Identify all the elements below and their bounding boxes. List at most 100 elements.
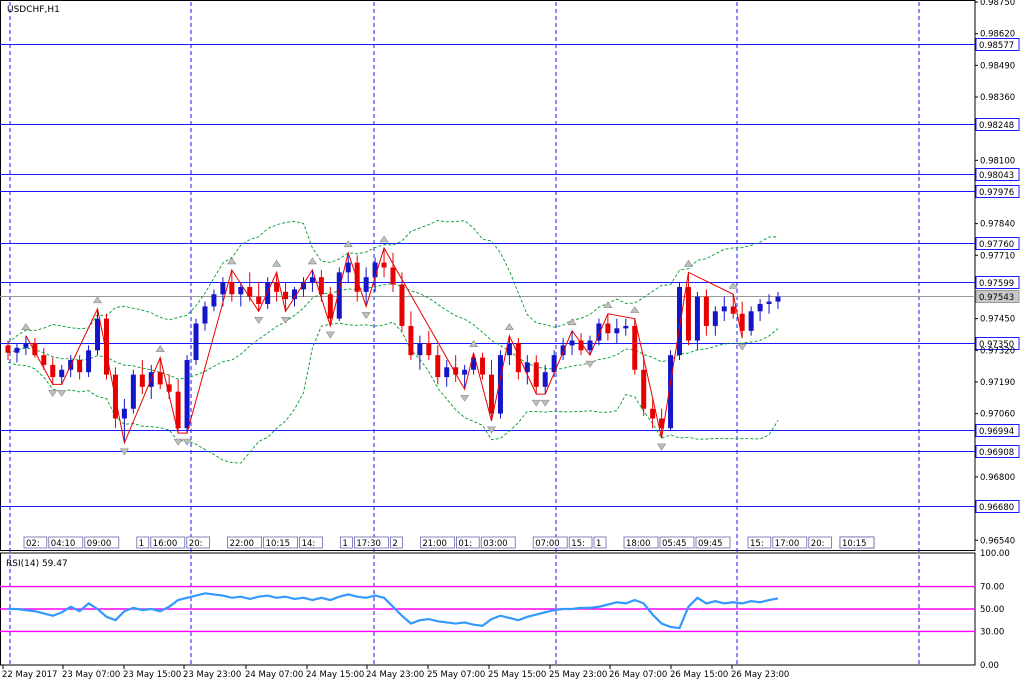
candle-body	[560, 345, 566, 356]
rsi-tick-label: 30.00	[980, 627, 1004, 637]
envelope-middle-band	[7, 283, 779, 380]
session-tag-label: 09:00	[87, 539, 112, 549]
fractal-marker	[173, 438, 183, 446]
session-tag-label: 21:00	[422, 539, 447, 549]
candle-body	[211, 294, 217, 307]
session-tag-label: 20:	[811, 539, 825, 549]
session-tag-label: 15:	[571, 539, 585, 549]
fractal-marker	[657, 443, 667, 451]
candle-body	[103, 318, 109, 375]
fractal-marker	[280, 317, 291, 324]
candle-body	[694, 296, 700, 341]
time-axis-label: 26 May 15:00	[670, 670, 728, 680]
candle-body	[130, 374, 136, 409]
session-tag	[772, 536, 808, 549]
fractal-marker	[460, 394, 470, 402]
session-tag	[623, 536, 659, 549]
price-tick-label: 0.97840	[980, 220, 1015, 230]
session-tag	[389, 536, 403, 549]
price-tick-label: 0.97710	[980, 251, 1015, 261]
candle-body	[300, 282, 306, 290]
session-tag	[227, 536, 263, 549]
candle-body	[605, 323, 611, 334]
session-tag-label: 1	[596, 539, 601, 549]
fractal-marker	[585, 360, 595, 368]
price-tick-label: 0.98490	[980, 61, 1015, 71]
candle-body	[220, 282, 226, 295]
symbol-label: USDCHF,H1	[7, 5, 60, 15]
session-tag-label: 22:00	[230, 539, 255, 549]
candle-body	[462, 369, 468, 375]
fractal-marker	[361, 312, 371, 319]
session-tag-label: 10:15	[266, 539, 291, 549]
candle-body	[5, 345, 11, 353]
candle-body	[354, 262, 360, 292]
time-axis-label: 23 May 07:00	[62, 670, 120, 680]
candle-body	[121, 408, 127, 419]
candle-body	[327, 294, 333, 319]
candle-body	[578, 340, 584, 351]
candle-body	[435, 355, 441, 378]
session-tag	[136, 536, 150, 549]
session-tag	[747, 536, 772, 549]
session-tag-label: 10:15	[842, 539, 867, 549]
session-tag	[568, 536, 593, 549]
price-level-label: 0.96908	[979, 448, 1014, 458]
candle-body	[238, 286, 244, 295]
price-tick-label: 0.97320	[980, 346, 1015, 356]
envelope-upper-band	[7, 219, 779, 344]
session-tag	[186, 536, 211, 549]
candle-body	[184, 360, 190, 429]
candle-body	[650, 408, 656, 419]
candle-body	[542, 372, 548, 387]
session-tag-label: 01:	[458, 539, 472, 549]
fractal-marker	[469, 340, 479, 348]
session-tag	[48, 536, 84, 549]
candle-body	[426, 342, 432, 356]
price-level-box	[975, 500, 1020, 513]
candle-body	[775, 296, 781, 302]
price-level-box	[975, 337, 1020, 350]
session-tag-label: 1	[342, 539, 347, 549]
candle-body	[506, 342, 512, 356]
time-axis-label: 24 May 15:00	[306, 670, 364, 680]
candle-body	[453, 367, 459, 375]
session-tag	[84, 536, 120, 549]
session-tag-label: 09:45	[698, 539, 723, 549]
session-tag	[263, 536, 299, 549]
price-level-label: 0.97760	[979, 240, 1014, 250]
candle-body	[614, 328, 620, 334]
fractal-marker	[119, 448, 129, 456]
rsi-tick-label: 70.00	[980, 583, 1004, 593]
session-tag	[23, 536, 48, 549]
candle-body	[95, 318, 101, 351]
candle-body	[86, 350, 92, 373]
candle-body	[336, 272, 342, 319]
candle-body	[229, 282, 235, 295]
session-tag	[353, 536, 389, 549]
fractal-marker	[728, 281, 738, 289]
candle-body	[730, 306, 736, 314]
price-level-label: 0.97976	[979, 188, 1014, 198]
candle-body	[515, 342, 521, 373]
session-tag-label: 03:00	[483, 539, 508, 549]
price-tick-label: 0.98100	[980, 156, 1015, 166]
candle-body	[309, 277, 315, 283]
fractal-marker	[227, 257, 237, 265]
time-axis-label: 25 May 23:00	[549, 670, 607, 680]
fractal-marker	[272, 259, 282, 267]
candle-body	[372, 262, 378, 278]
candle-body	[292, 289, 298, 300]
candle-body	[712, 311, 718, 326]
candle-body	[345, 262, 351, 273]
candle-body	[175, 391, 181, 429]
candle-body	[739, 313, 745, 331]
session-tag	[808, 536, 832, 549]
candle-body	[256, 296, 262, 305]
price-level-box	[975, 118, 1020, 131]
price-tick-label: 0.98750	[980, 0, 1015, 8]
session-tag	[150, 536, 186, 549]
candle-body	[488, 374, 494, 414]
candle-body	[247, 286, 253, 297]
